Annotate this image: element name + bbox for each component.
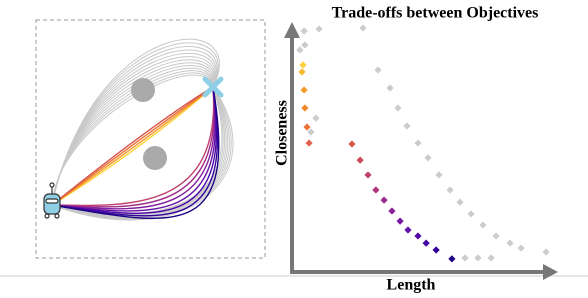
obstacle xyxy=(131,78,155,102)
point xyxy=(456,198,463,205)
point xyxy=(414,232,421,239)
point xyxy=(359,24,366,31)
axes xyxy=(284,22,558,280)
candidate-path xyxy=(52,43,218,205)
robot xyxy=(44,183,60,218)
chart-title: Trade-offs between Objectives xyxy=(332,5,539,22)
point xyxy=(403,122,410,129)
point xyxy=(414,139,421,146)
obstacle xyxy=(143,146,167,170)
point xyxy=(506,240,513,247)
point xyxy=(435,171,442,178)
point xyxy=(487,254,494,261)
point xyxy=(296,46,303,53)
point xyxy=(303,123,310,130)
y-axis-label: Closeness xyxy=(274,100,291,166)
point xyxy=(299,61,306,68)
point xyxy=(517,244,524,251)
point xyxy=(298,68,305,75)
point xyxy=(446,186,453,193)
point xyxy=(479,221,486,228)
point xyxy=(380,197,387,204)
point xyxy=(312,115,319,122)
figure: Trade-offs between Objectives Length Clo… xyxy=(0,0,588,298)
point xyxy=(305,139,312,146)
point xyxy=(301,41,308,48)
point xyxy=(315,25,322,32)
point xyxy=(300,86,307,93)
point xyxy=(364,171,371,178)
point xyxy=(433,246,440,253)
point xyxy=(423,240,430,247)
point xyxy=(404,226,411,233)
point xyxy=(461,254,468,261)
point xyxy=(374,66,381,73)
point xyxy=(448,255,455,262)
point xyxy=(372,186,379,193)
point xyxy=(424,154,431,161)
point xyxy=(348,140,355,147)
point xyxy=(492,232,499,239)
pareto-path xyxy=(52,87,218,216)
point xyxy=(394,104,401,111)
point xyxy=(474,254,481,261)
candidate-path xyxy=(52,39,219,205)
point xyxy=(357,157,364,164)
x-axis-label: Length xyxy=(387,277,436,294)
point xyxy=(307,128,314,135)
paths xyxy=(52,39,233,220)
environment-frame xyxy=(36,20,265,258)
point xyxy=(300,27,307,34)
point xyxy=(301,104,308,111)
point xyxy=(396,218,403,225)
point xyxy=(542,248,549,255)
point xyxy=(468,210,475,217)
point xyxy=(386,84,393,91)
point xyxy=(388,207,395,214)
